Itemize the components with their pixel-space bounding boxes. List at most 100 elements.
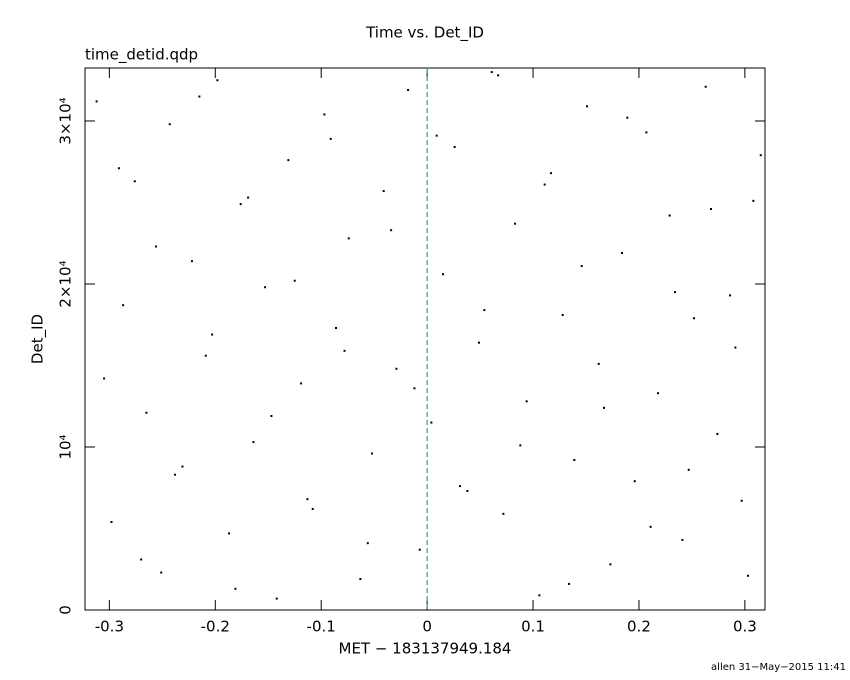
scatter-point (704, 85, 707, 88)
chart-title: Time vs. Det_ID (365, 24, 484, 43)
y-tick-label: 10⁴ (57, 434, 75, 459)
scatter-point (497, 74, 500, 77)
scatter-point (519, 444, 522, 447)
scatter-point (293, 279, 296, 282)
scatter-point (234, 587, 237, 590)
scatter-point (580, 265, 583, 268)
scatter-point (687, 468, 690, 471)
scatter-point (366, 542, 369, 545)
scatter-point (568, 582, 571, 585)
scatter-point (407, 89, 410, 92)
scatter-point (478, 341, 481, 344)
scatter-point (168, 123, 171, 126)
scatter-point (609, 563, 612, 566)
scatter-point (198, 95, 201, 98)
scatter-point (657, 392, 660, 395)
scatter-point (270, 415, 273, 418)
scatter-point (145, 411, 148, 414)
scatter-point (347, 237, 350, 240)
scatter-point (382, 190, 385, 193)
scatter-point (740, 499, 743, 502)
scatter-point (752, 199, 755, 202)
scatter-point (140, 558, 143, 561)
scatter-point (550, 172, 553, 175)
x-axis-label: MET − 183137949.184 (339, 640, 512, 658)
x-tick-label: 0.2 (627, 618, 651, 636)
scatter-point (204, 354, 207, 357)
scatter-point (211, 333, 214, 336)
scatter-point (681, 538, 684, 541)
scatter-point (626, 116, 629, 119)
y-axis-label: Det_ID (29, 314, 48, 364)
scatter-point (390, 229, 393, 232)
scatter-point (103, 377, 106, 380)
scatter-point (716, 432, 719, 435)
x-tick-label: -0.1 (307, 618, 336, 636)
scatter-point (586, 105, 589, 108)
scatter-point (228, 532, 231, 535)
scatter-point (734, 346, 737, 349)
scatter-point (160, 571, 163, 574)
scatter-point (117, 167, 120, 170)
scatter-point (514, 222, 517, 225)
chart-subtitle: time_detid.qdp (85, 46, 198, 65)
scatter-point (502, 512, 505, 515)
scatter-point (154, 245, 157, 248)
scatter-point (645, 131, 648, 134)
scatter-point (525, 400, 528, 403)
scatter-point (430, 421, 433, 424)
scatter-point (729, 294, 732, 297)
scatter-point (300, 382, 303, 385)
x-tick-label: -0.3 (95, 618, 124, 636)
y-tick-label: 2×10⁴ (57, 260, 75, 307)
scatter-point (343, 349, 346, 352)
scatter-point (621, 252, 624, 255)
scatter-point (538, 594, 541, 597)
scatter-point (133, 180, 136, 183)
scatter-point (453, 146, 456, 149)
scatter-point (359, 578, 362, 581)
scatter-point (573, 459, 576, 462)
scatter-point (413, 387, 416, 390)
scatter-point (649, 525, 652, 528)
plot-frame (84, 67, 766, 611)
footer: allen 31−May−2015 11:41 (711, 662, 846, 673)
scatter-point (603, 406, 606, 409)
scatter-point (287, 159, 290, 162)
x-tick-label: 0.3 (733, 618, 757, 636)
y-tick-label: 0 (57, 605, 75, 615)
y-tick-label: 3×10⁴ (57, 97, 75, 144)
scatter-point (395, 367, 398, 370)
scatter-point (597, 362, 600, 365)
scatter-point (561, 313, 564, 316)
scatter-point (264, 286, 267, 289)
scatter-point (543, 183, 546, 186)
scatter-point (329, 137, 332, 140)
scatter-point (181, 465, 184, 468)
scatter-point (122, 304, 125, 307)
scatter-point (668, 214, 671, 217)
scatter-point (759, 154, 762, 157)
scatter-point (490, 71, 493, 74)
scatter-point (216, 79, 219, 82)
scatter-point (466, 490, 469, 493)
scatter-point (633, 480, 636, 483)
scatter-point (483, 309, 486, 312)
scatter-point (458, 485, 461, 488)
scatter-point (311, 507, 314, 510)
scatter-point (239, 203, 242, 206)
x-tick-label: 0.1 (521, 618, 545, 636)
x-tick-label: 0 (422, 618, 432, 636)
x-tick-label: -0.2 (201, 618, 230, 636)
scatter-point (323, 113, 326, 116)
scatter-point (435, 134, 438, 137)
scatter-point (335, 326, 338, 329)
scatter-point (709, 208, 712, 211)
scatter-point (110, 520, 113, 523)
scatter-point (190, 260, 193, 263)
scatter-point (174, 473, 177, 476)
scatter-point (95, 100, 98, 103)
scatter-point (442, 273, 445, 276)
